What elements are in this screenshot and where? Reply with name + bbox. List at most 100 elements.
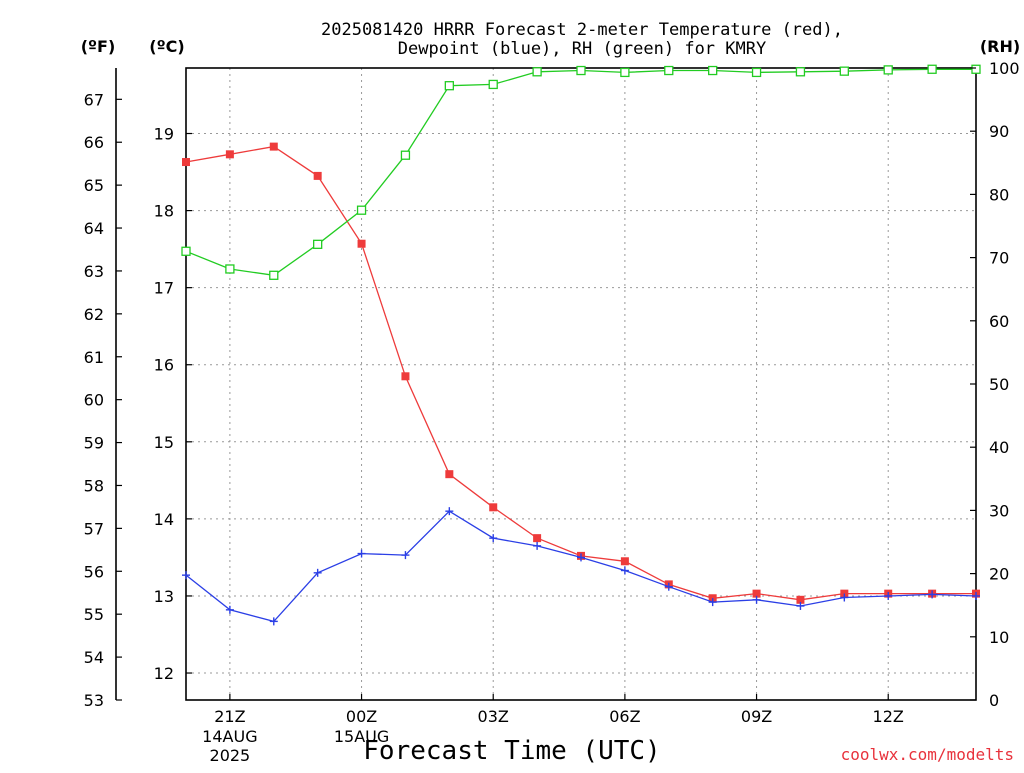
rh-point bbox=[532, 67, 542, 77]
chart-title-line2: Dewpoint (blue), RH (green) for KMRY bbox=[398, 39, 766, 59]
fahrenheit-tick-label: 56 bbox=[84, 562, 104, 581]
rh-point bbox=[400, 150, 411, 160]
rh-point bbox=[488, 79, 498, 90]
rh-point bbox=[751, 67, 762, 78]
dewpoint-point bbox=[225, 605, 234, 614]
dewpoint-point bbox=[445, 507, 454, 516]
temperature-point bbox=[269, 142, 278, 151]
rh-series-line bbox=[185, 68, 976, 276]
fahrenheit-unit-label: (ºF) bbox=[81, 37, 116, 56]
celsius-unit-label: (ºC) bbox=[149, 37, 184, 56]
rh-point bbox=[971, 64, 981, 74]
fahrenheit-tick-label: 54 bbox=[84, 648, 104, 667]
temperature-point bbox=[182, 158, 190, 167]
x-tick-year-label: 2025 bbox=[210, 746, 251, 765]
rh-point bbox=[576, 65, 586, 76]
fahrenheit-tick-label: 58 bbox=[84, 476, 104, 495]
celsius-tick-label: 18 bbox=[154, 202, 174, 221]
rh-tick-label: 10 bbox=[989, 628, 1009, 647]
dewpoint-point bbox=[928, 590, 937, 599]
dewpoint-point bbox=[357, 549, 366, 558]
dewpoint-point bbox=[972, 591, 980, 600]
dewpoint-point bbox=[708, 598, 717, 607]
fahrenheit-tick-label: 63 bbox=[84, 262, 104, 281]
fahrenheit-tick-label: 66 bbox=[84, 133, 104, 152]
rh-tick-label: 60 bbox=[989, 312, 1009, 331]
celsius-tick-label: 12 bbox=[154, 664, 174, 683]
celsius-tick-label: 14 bbox=[154, 510, 174, 529]
dewpoint-point bbox=[577, 553, 585, 562]
fahrenheit-tick-label: 59 bbox=[84, 434, 104, 453]
x-tick-label: 09Z bbox=[741, 707, 772, 726]
x-axis-label: Forecast Time (UTC) bbox=[363, 736, 660, 766]
rh-tick-label: 80 bbox=[989, 185, 1009, 204]
rh-point bbox=[927, 64, 937, 74]
temperature-point bbox=[752, 589, 761, 598]
rh-point bbox=[356, 205, 367, 215]
fahrenheit-tick-label: 67 bbox=[84, 90, 104, 109]
rh-point bbox=[708, 65, 718, 76]
fahrenheit-tick-label: 62 bbox=[84, 305, 104, 324]
temperature-point bbox=[620, 557, 629, 566]
dewpoint-point bbox=[401, 551, 410, 560]
celsius-tick-label: 16 bbox=[154, 356, 174, 375]
rh-tick-label: 20 bbox=[989, 565, 1009, 584]
temperature-point bbox=[489, 503, 498, 512]
axes-layer bbox=[115, 67, 977, 701]
celsius-tick-label: 19 bbox=[154, 125, 174, 144]
rh-point bbox=[181, 246, 191, 256]
x-tick-label: 12Z bbox=[873, 707, 904, 726]
x-tick-date-label: 14AUG bbox=[202, 727, 257, 746]
rh-point bbox=[225, 264, 235, 274]
rh-point bbox=[839, 66, 849, 76]
fahrenheit-tick-label: 53 bbox=[84, 691, 104, 710]
series-layer bbox=[181, 64, 981, 626]
rh-point bbox=[795, 67, 806, 77]
rh-point bbox=[269, 270, 279, 280]
dewpoint-point bbox=[884, 591, 893, 600]
dewpoint-point bbox=[533, 541, 542, 550]
temperature-series-line bbox=[185, 145, 976, 601]
x-tick-label: 03Z bbox=[478, 707, 509, 726]
rh-unit-label: (RH) bbox=[980, 37, 1020, 56]
celsius-tick-label: 15 bbox=[154, 433, 174, 452]
dewpoint-point bbox=[269, 617, 278, 626]
dewpoint-point bbox=[489, 534, 498, 543]
rh-point bbox=[620, 67, 630, 78]
dewpoint-point bbox=[796, 601, 805, 610]
dewpoint-point bbox=[664, 582, 673, 591]
temperature-point bbox=[445, 470, 454, 479]
dewpoint-point bbox=[752, 595, 761, 604]
fahrenheit-tick-label: 64 bbox=[84, 219, 104, 238]
dewpoint-point bbox=[620, 566, 629, 575]
celsius-tick-label: 13 bbox=[154, 587, 174, 606]
rh-point bbox=[883, 65, 893, 75]
temperature-point bbox=[796, 595, 805, 604]
rh-tick-label: 50 bbox=[989, 375, 1009, 394]
rh-point bbox=[313, 239, 323, 249]
fahrenheit-tick-label: 55 bbox=[84, 605, 104, 624]
dewpoint-point bbox=[840, 593, 849, 602]
fahrenheit-tick-label: 60 bbox=[84, 391, 104, 410]
rh-tick-label: 70 bbox=[989, 249, 1009, 268]
x-tick-date-label: 15AUG bbox=[334, 727, 389, 746]
rh-tick-label: 100 bbox=[989, 59, 1020, 78]
dewpoint-series-line bbox=[185, 510, 977, 623]
fahrenheit-tick-label: 65 bbox=[84, 176, 104, 195]
temperature-point bbox=[357, 239, 366, 248]
dewpoint-point bbox=[182, 571, 190, 580]
grid-layer bbox=[186, 68, 976, 700]
fahrenheit-tick-label: 61 bbox=[84, 348, 104, 367]
tick-labels-layer: 12 13 14 15 16 17 18 19 53 54 55 56 57 58 59 60 61 62 63 64… bbox=[84, 59, 1020, 765]
credit-text: coolwx.com/modelts bbox=[841, 745, 1014, 764]
fahrenheit-tick-label: 57 bbox=[84, 519, 104, 538]
x-tick-label: 06Z bbox=[609, 707, 640, 726]
rh-point bbox=[444, 81, 454, 91]
temperature-point bbox=[401, 372, 410, 381]
rh-tick-label: 40 bbox=[989, 438, 1009, 457]
dewpoint-point bbox=[313, 568, 322, 577]
temperature-point bbox=[533, 534, 542, 543]
celsius-tick-label: 17 bbox=[154, 279, 174, 298]
